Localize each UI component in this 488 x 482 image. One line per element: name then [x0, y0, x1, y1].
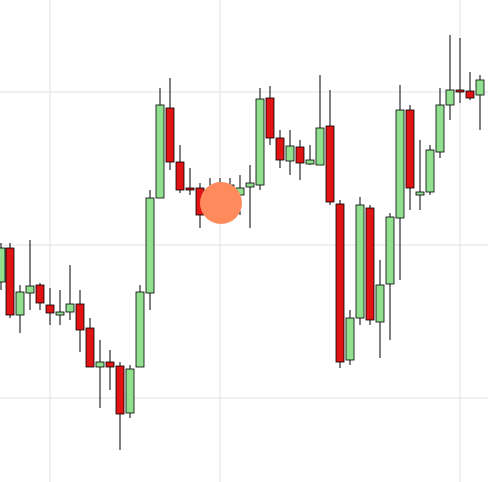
candle-body: [75, 303, 85, 331]
candle-body: [0, 247, 6, 283]
candle-body: [475, 79, 485, 96]
candle-body: [305, 159, 315, 165]
candle-body: [445, 89, 455, 106]
candle-body: [35, 284, 45, 304]
candle-body: [275, 137, 285, 161]
candle-body: [55, 311, 65, 316]
candle-body: [415, 191, 425, 196]
candle-body: [65, 303, 75, 313]
candle-body: [435, 104, 445, 153]
candle-body: [395, 109, 405, 219]
candle-body: [265, 97, 275, 139]
candle-body: [325, 125, 335, 203]
candle-body: [175, 161, 185, 191]
candle-body: [335, 203, 345, 363]
candle-body: [465, 90, 475, 99]
cursor-marker: [200, 182, 242, 224]
candle-body: [245, 182, 255, 188]
candle-body: [85, 327, 95, 368]
candle-body: [105, 361, 115, 368]
candle-body: [95, 361, 105, 368]
candle-body: [255, 98, 265, 186]
candle-body: [15, 291, 25, 316]
candle-body: [385, 216, 395, 285]
candle-body: [345, 317, 355, 361]
candle-body: [185, 187, 195, 191]
candle-body: [455, 89, 465, 93]
candle-body: [45, 304, 55, 314]
candle-body: [115, 365, 125, 415]
candle-body: [425, 149, 435, 193]
candle-body: [155, 104, 165, 199]
candle-body: [135, 291, 145, 368]
candle-body: [405, 109, 415, 189]
candle-body: [145, 197, 155, 294]
candle-body: [285, 145, 295, 162]
candle-body: [375, 284, 385, 323]
candle-body: [5, 247, 15, 316]
candle-body: [25, 285, 35, 294]
candle-body: [365, 207, 375, 321]
candle-body: [355, 204, 365, 319]
candle-body: [125, 368, 135, 414]
candle-body: [165, 107, 175, 163]
candle-body: [315, 127, 325, 166]
candle-body: [295, 146, 305, 164]
